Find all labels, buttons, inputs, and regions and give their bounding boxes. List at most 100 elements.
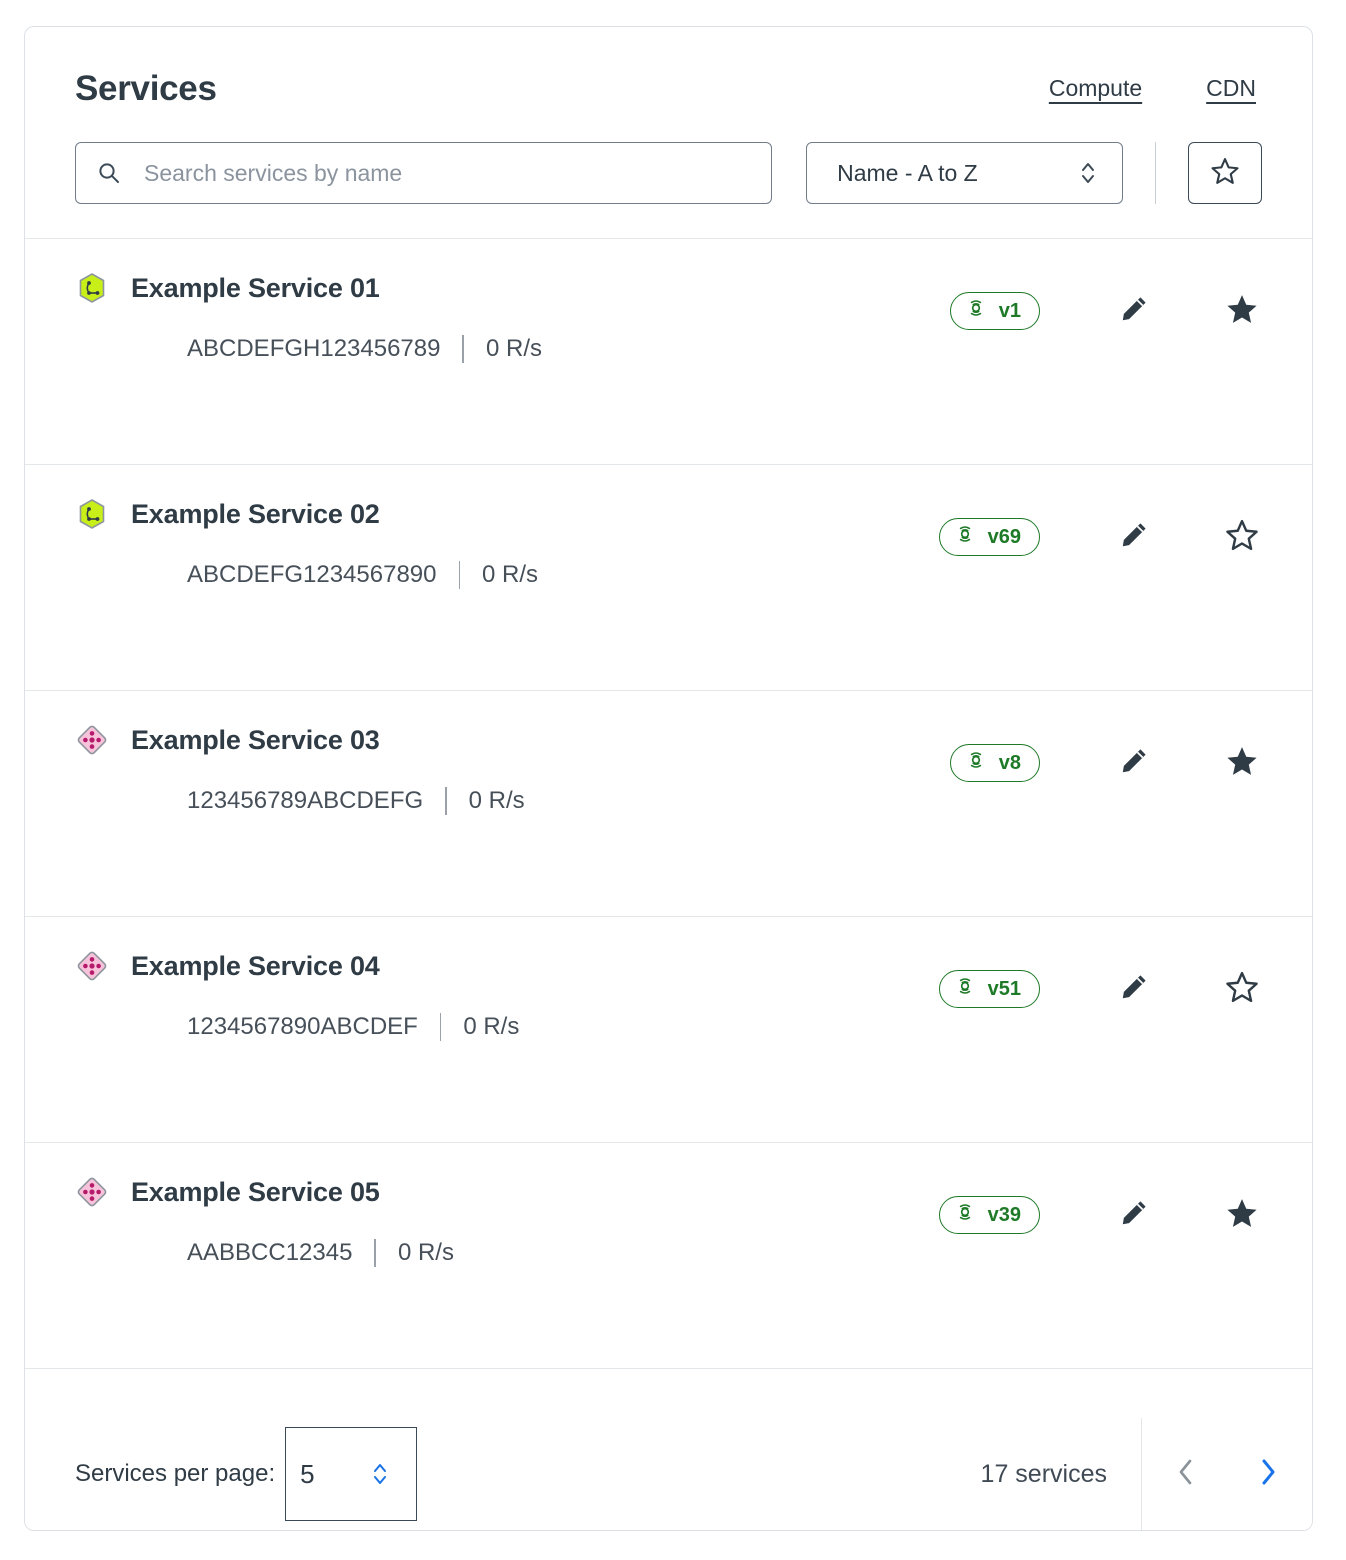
broadcast-icon: [954, 1200, 976, 1230]
hexagon-compute-icon: [75, 271, 109, 305]
edit-button[interactable]: [1114, 969, 1154, 1009]
service-name: Example Service 04: [131, 950, 380, 981]
favorite-toggle[interactable]: [1222, 291, 1262, 331]
sort-select-value: Name - A to Z: [837, 159, 978, 186]
meta-separator: [445, 787, 447, 815]
table-row[interactable]: Example Service 04 1234567890ABCDEF 0 R/…: [25, 917, 1312, 1143]
star-filled-icon: [1225, 292, 1259, 331]
row-main: Example Service 03: [75, 723, 1262, 757]
chevron-up-down-icon: [372, 1461, 388, 1487]
service-name: Example Service 03: [131, 724, 380, 755]
service-rate: 0 R/s: [397, 1239, 454, 1266]
version-badge[interactable]: v39: [938, 1196, 1040, 1234]
broadcast-icon: [954, 522, 976, 552]
row-actions: v51: [938, 969, 1262, 1009]
star-outline-icon: [1225, 970, 1259, 1009]
search-icon: [98, 162, 120, 184]
star-filled-icon: [1225, 1196, 1259, 1235]
service-id: ABCDEFGH123456789: [187, 335, 441, 362]
chevron-right-icon: [1256, 1457, 1280, 1492]
version-label: v69: [987, 526, 1021, 548]
service-id: 1234567890ABCDEF: [187, 1013, 418, 1040]
controls-bar: Name - A to Z: [75, 142, 1262, 204]
edit-button[interactable]: [1114, 743, 1154, 783]
version-badge[interactable]: v8: [949, 744, 1040, 782]
meta-separator: [439, 1013, 442, 1041]
service-id: AABBCC12345: [187, 1239, 353, 1266]
services-count: 17 services: [980, 1459, 1107, 1488]
services-list: Example Service 01 ABCDEFGH123456789 0 R…: [25, 239, 1312, 1369]
favorites-filter-button[interactable]: [1188, 142, 1262, 204]
broadcast-icon: [965, 748, 987, 778]
version-label: v39: [987, 1204, 1021, 1226]
page-title: Services: [75, 69, 217, 108]
broadcast-icon: [965, 296, 987, 326]
version-badge[interactable]: v69: [938, 518, 1040, 556]
controls-divider: [1154, 142, 1157, 204]
services-card: Services Compute CDN Name - A to Z: [24, 26, 1313, 1531]
next-page-button[interactable]: [1250, 1456, 1286, 1492]
pencil-icon: [1118, 293, 1150, 330]
table-row[interactable]: Example Service 02 ABCDEFG1234567890 0 R…: [25, 465, 1312, 691]
per-page-group: Services per page: 5: [25, 1427, 418, 1521]
row-actions: v69: [938, 517, 1262, 557]
pencil-icon: [1118, 745, 1150, 782]
star-outline-icon: [1210, 156, 1240, 191]
row-main: Example Service 05: [75, 1175, 1262, 1209]
table-row[interactable]: Example Service 05 AABBCC12345 0 R/s: [25, 1143, 1312, 1369]
pencil-icon: [1118, 519, 1150, 556]
favorite-toggle[interactable]: [1222, 743, 1262, 783]
table-row[interactable]: Example Service 03 123456789ABCDEFG 0 R/…: [25, 691, 1312, 917]
table-row[interactable]: Example Service 01 ABCDEFGH123456789 0 R…: [25, 239, 1312, 465]
version-label: v1: [998, 300, 1021, 322]
sort-select[interactable]: Name - A to Z: [806, 142, 1123, 204]
cdn-link[interactable]: CDN: [1206, 75, 1256, 101]
service-meta: 123456789ABCDEFG 0 R/s: [187, 787, 1262, 815]
favorite-toggle[interactable]: [1222, 969, 1262, 1009]
version-badge[interactable]: v51: [938, 970, 1040, 1008]
service-name: Example Service 02: [131, 498, 380, 529]
row-actions: v8: [949, 743, 1262, 783]
service-meta: ABCDEFG1234567890 0 R/s: [187, 561, 1262, 589]
service-rate: 0 R/s: [485, 335, 542, 362]
footer-divider: [1141, 1418, 1142, 1530]
chevron-left-icon: [1174, 1457, 1198, 1492]
service-name: Example Service 01: [131, 272, 380, 303]
header-top-bar: Services Compute CDN: [75, 71, 1262, 106]
service-rate: 0 R/s: [468, 787, 525, 814]
version-label: v51: [987, 978, 1021, 1000]
header-links: Compute CDN: [1049, 75, 1262, 102]
favorite-toggle[interactable]: [1222, 517, 1262, 557]
diamond-cdn-icon: [75, 949, 109, 983]
per-page-select[interactable]: 5: [285, 1427, 418, 1521]
card-header: Services Compute CDN Name - A to Z: [25, 27, 1312, 239]
pager: [1142, 1456, 1312, 1492]
row-main: Example Service 02: [75, 497, 1262, 531]
edit-button[interactable]: [1114, 1195, 1154, 1235]
pencil-icon: [1118, 1197, 1150, 1234]
compute-link[interactable]: Compute: [1048, 75, 1143, 101]
search-box[interactable]: [75, 142, 773, 204]
per-page-label: Services per page:: [75, 1460, 276, 1487]
meta-separator: [462, 335, 464, 363]
pagination-footer: Services per page: 5 17 services: [25, 1418, 1312, 1530]
prev-page-button[interactable]: [1168, 1456, 1204, 1492]
version-label: v8: [998, 752, 1021, 774]
pencil-icon: [1118, 971, 1150, 1008]
edit-button[interactable]: [1114, 517, 1154, 557]
meta-separator: [458, 561, 460, 589]
service-meta: 1234567890ABCDEF 0 R/s: [187, 1013, 1262, 1041]
favorite-toggle[interactable]: [1222, 1195, 1262, 1235]
search-input[interactable]: [142, 158, 742, 188]
hexagon-compute-icon: [75, 497, 109, 531]
chevron-up-down-icon: [1080, 160, 1096, 186]
star-filled-icon: [1225, 744, 1259, 783]
service-name: Example Service 05: [131, 1176, 380, 1207]
row-actions: v1: [949, 291, 1262, 331]
edit-button[interactable]: [1114, 291, 1154, 331]
service-id: ABCDEFG1234567890: [187, 561, 437, 588]
service-meta: ABCDEFGH123456789 0 R/s: [187, 335, 1262, 363]
version-badge[interactable]: v1: [949, 292, 1040, 330]
row-main: Example Service 04: [75, 949, 1262, 983]
row-actions: v39: [938, 1195, 1262, 1235]
